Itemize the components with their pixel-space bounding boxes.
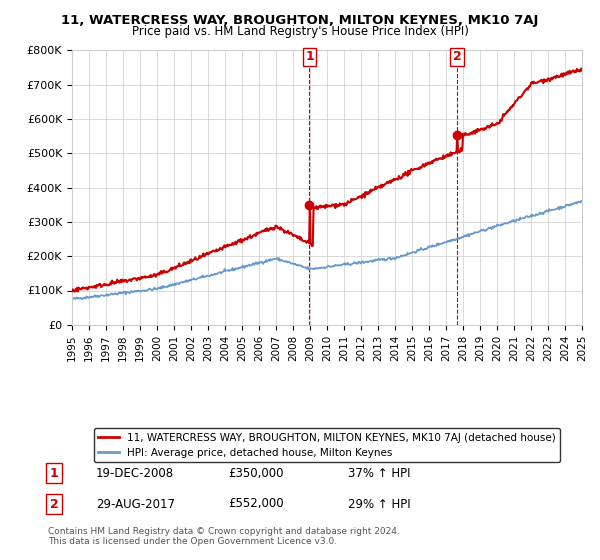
- Text: 1: 1: [50, 466, 58, 480]
- Text: Price paid vs. HM Land Registry's House Price Index (HPI): Price paid vs. HM Land Registry's House …: [131, 25, 469, 38]
- Text: 11, WATERCRESS WAY, BROUGHTON, MILTON KEYNES, MK10 7AJ: 11, WATERCRESS WAY, BROUGHTON, MILTON KE…: [61, 14, 539, 27]
- Legend: 11, WATERCRESS WAY, BROUGHTON, MILTON KEYNES, MK10 7AJ (detached house), HPI: Av: 11, WATERCRESS WAY, BROUGHTON, MILTON KE…: [94, 428, 560, 462]
- Text: 29-AUG-2017: 29-AUG-2017: [96, 497, 175, 511]
- Text: 1: 1: [305, 50, 314, 63]
- Text: £350,000: £350,000: [228, 466, 284, 480]
- Text: 19-DEC-2008: 19-DEC-2008: [96, 466, 174, 480]
- Text: 2: 2: [50, 497, 58, 511]
- Text: 29% ↑ HPI: 29% ↑ HPI: [348, 497, 410, 511]
- Text: 2: 2: [453, 50, 461, 63]
- Text: £552,000: £552,000: [228, 497, 284, 511]
- Text: Contains HM Land Registry data © Crown copyright and database right 2024.
This d: Contains HM Land Registry data © Crown c…: [48, 526, 400, 546]
- Text: 37% ↑ HPI: 37% ↑ HPI: [348, 466, 410, 480]
